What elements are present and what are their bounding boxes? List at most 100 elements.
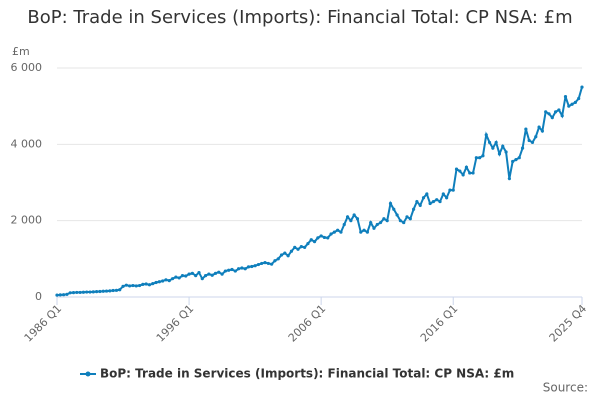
point [484, 133, 488, 137]
point [104, 289, 109, 293]
point [402, 220, 406, 225]
point [570, 102, 574, 106]
point [260, 261, 264, 266]
point [517, 156, 521, 160]
point [95, 290, 99, 294]
point [253, 264, 257, 268]
point [62, 293, 66, 297]
point [91, 290, 95, 294]
y-tick-label: 6 000 [11, 61, 43, 74]
point [88, 290, 92, 294]
point [213, 271, 218, 275]
point [464, 165, 469, 169]
point [200, 277, 204, 281]
point [299, 245, 303, 249]
point [577, 96, 581, 101]
point [392, 207, 396, 211]
point [474, 156, 478, 160]
point [237, 267, 241, 271]
point [481, 154, 485, 158]
point [111, 288, 115, 293]
point [276, 257, 280, 261]
point [210, 273, 214, 277]
point [365, 230, 369, 234]
source: Source: [543, 381, 588, 395]
point [550, 116, 554, 120]
point [345, 215, 350, 219]
point [372, 226, 376, 230]
point [375, 222, 379, 227]
point [425, 192, 429, 196]
point [547, 112, 551, 116]
point [177, 276, 181, 280]
point [468, 171, 472, 175]
point [190, 271, 194, 275]
point [428, 201, 432, 206]
point [101, 289, 105, 293]
point [161, 279, 165, 283]
y-tick-label: 2 000 [11, 214, 43, 227]
point [501, 144, 505, 148]
point [233, 269, 237, 273]
y-tick-label: 4 000 [11, 137, 43, 150]
chart-title: BoP: Trade in Services (Imports): Financ… [27, 7, 573, 28]
point [306, 241, 310, 246]
point [137, 283, 142, 288]
point [55, 293, 59, 297]
point [458, 169, 462, 173]
point [504, 150, 508, 154]
point [544, 110, 548, 114]
point [438, 199, 442, 204]
point [369, 220, 373, 225]
point [560, 114, 564, 118]
point [352, 213, 356, 217]
point [134, 284, 138, 288]
point [187, 272, 191, 276]
point [527, 138, 531, 143]
point [349, 219, 353, 223]
point [421, 196, 426, 200]
point [573, 100, 577, 104]
point [378, 220, 383, 225]
point [309, 238, 313, 242]
point [131, 283, 135, 288]
point [71, 291, 76, 295]
point [124, 283, 128, 287]
point [240, 266, 244, 270]
point [75, 290, 79, 295]
point [174, 275, 178, 279]
point [65, 292, 69, 296]
point [355, 217, 360, 221]
point [524, 127, 528, 131]
x-tick-label: 2016 Q1 [418, 302, 461, 345]
point [448, 188, 452, 192]
point [514, 158, 518, 162]
point [553, 110, 558, 114]
point [494, 140, 498, 145]
point [540, 129, 544, 133]
point [336, 228, 340, 232]
point [329, 232, 333, 236]
point [180, 274, 185, 278]
point [382, 217, 386, 221]
point [118, 288, 122, 292]
point [273, 259, 277, 263]
point [398, 219, 402, 223]
point [487, 140, 492, 145]
legend-marker [85, 371, 91, 377]
point [497, 152, 502, 156]
point [511, 159, 515, 164]
point [478, 156, 482, 160]
point [220, 272, 224, 276]
point [322, 235, 327, 240]
point [85, 290, 89, 294]
point [203, 274, 208, 278]
point [296, 247, 300, 251]
point [491, 146, 495, 150]
point [520, 146, 525, 150]
point [395, 213, 399, 217]
x-tick-label: 1986 Q1 [22, 302, 65, 345]
point [250, 264, 254, 269]
point [98, 289, 102, 294]
point [227, 268, 231, 272]
